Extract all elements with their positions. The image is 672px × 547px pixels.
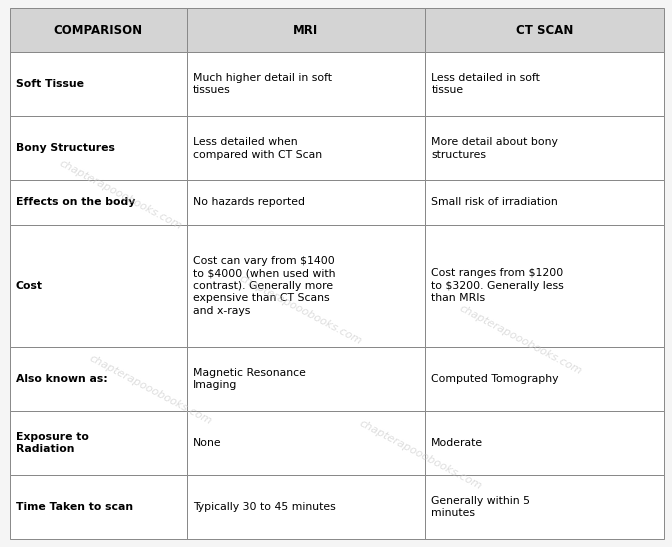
Text: Also known as:: Also known as:: [16, 374, 108, 384]
Bar: [425, 117, 664, 181]
Bar: [187, 475, 425, 539]
Text: Cost: Cost: [16, 281, 43, 290]
Bar: [10, 117, 187, 181]
Bar: [10, 8, 187, 53]
Text: Much higher detail in soft
tissues: Much higher detail in soft tissues: [193, 73, 331, 96]
Text: Magnetic Resonance
Imaging: Magnetic Resonance Imaging: [193, 368, 306, 390]
Text: Cost ranges from $1200
to $3200. Generally less
than MRIs: Cost ranges from $1200 to $3200. General…: [431, 269, 564, 303]
Bar: [425, 411, 664, 475]
Bar: [10, 475, 187, 539]
Text: COMPARISON: COMPARISON: [54, 24, 143, 37]
Text: Soft Tissue: Soft Tissue: [16, 79, 84, 89]
Bar: [187, 8, 425, 53]
Bar: [425, 181, 664, 225]
Bar: [10, 347, 187, 411]
Text: Time Taken to scan: Time Taken to scan: [16, 502, 133, 512]
Text: Cost can vary from $1400
to $4000 (when used with
contrast). Generally more
expe: Cost can vary from $1400 to $4000 (when …: [193, 256, 335, 316]
Bar: [10, 53, 187, 117]
Text: Bony Structures: Bony Structures: [16, 143, 115, 153]
Text: None: None: [193, 438, 221, 448]
Bar: [425, 225, 664, 347]
Bar: [10, 411, 187, 475]
Text: MRI: MRI: [293, 24, 319, 37]
Bar: [187, 53, 425, 117]
Bar: [187, 225, 425, 347]
Bar: [187, 411, 425, 475]
Text: No hazards reported: No hazards reported: [193, 197, 304, 207]
Text: Computed Tomography: Computed Tomography: [431, 374, 559, 384]
Text: chapterapooobooks.com: chapterapooobooks.com: [237, 274, 363, 347]
Text: CT SCAN: CT SCAN: [516, 24, 573, 37]
Bar: [425, 8, 664, 53]
Text: chapterapooobooks.com: chapterapooobooks.com: [457, 304, 583, 377]
Text: chapterapooobooks.com: chapterapooobooks.com: [87, 353, 213, 427]
Text: chapterapooobooks.com: chapterapooobooks.com: [57, 158, 183, 232]
Bar: [425, 347, 664, 411]
Text: Small risk of irradiation: Small risk of irradiation: [431, 197, 558, 207]
Bar: [187, 117, 425, 181]
Bar: [425, 475, 664, 539]
Text: Typically 30 to 45 minutes: Typically 30 to 45 minutes: [193, 502, 335, 512]
Text: More detail about bony
structures: More detail about bony structures: [431, 137, 558, 160]
Text: Moderate: Moderate: [431, 438, 483, 448]
Text: Exposure to
Radiation: Exposure to Radiation: [16, 432, 89, 454]
Text: chapterapooobooks.com: chapterapooobooks.com: [357, 418, 483, 492]
Bar: [10, 181, 187, 225]
Bar: [425, 53, 664, 117]
Bar: [10, 225, 187, 347]
Text: Less detailed when
compared with CT Scan: Less detailed when compared with CT Scan: [193, 137, 322, 160]
Text: Less detailed in soft
tissue: Less detailed in soft tissue: [431, 73, 540, 96]
Bar: [187, 347, 425, 411]
Text: Generally within 5
minutes: Generally within 5 minutes: [431, 496, 530, 518]
Text: Effects on the body: Effects on the body: [16, 197, 135, 207]
Bar: [187, 181, 425, 225]
